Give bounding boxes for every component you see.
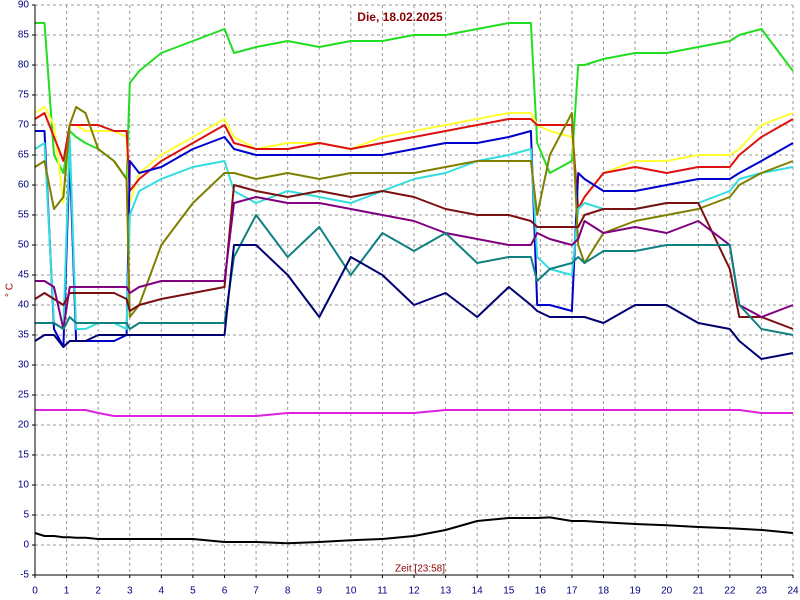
series-line [35,22,794,180]
y-tick-label: 80 [18,60,30,71]
y-tick-label: 70 [18,120,30,131]
x-tick-label: 11 [377,586,388,597]
x-tick-label: 12 [408,586,420,597]
y-tick-label: 75 [18,90,30,101]
series-line [35,196,794,330]
x-tick-label: 8 [285,586,291,597]
x-tick-label: 19 [630,586,642,597]
y-tick-label: 20 [18,420,30,431]
y-tick-label: 85 [18,30,30,41]
x-tick-label: 2 [95,586,101,597]
x-tick-label: 23 [756,586,768,597]
x-tick-label: 5 [190,586,196,597]
y-tick-label: 50 [18,240,30,251]
y-tick-label: 60 [18,180,30,191]
x-tick-label: 3 [127,586,133,597]
y-tick-label: 45 [18,270,30,281]
x-tick-label: 20 [661,586,673,597]
series-line [34,516,794,545]
y-tick-label: 10 [18,480,30,491]
x-tick-label: 6 [222,586,228,597]
y-tick-label: 40 [18,300,30,311]
x-tick-label: 14 [472,586,484,597]
chart-title: Die, 18.02.2025 [357,10,443,24]
series-line [35,130,794,348]
x-tick-label: 9 [316,586,322,597]
y-tick-label: 5 [23,510,29,521]
x-tick-label: 17 [566,586,578,597]
series-line [34,244,794,360]
y-tick-label: -5 [20,570,29,581]
series-line [35,214,794,336]
y-tick-label: 15 [18,450,30,461]
x-tick-label: 18 [598,586,610,597]
y-tick-label: 0 [23,540,29,551]
y-tick-label: 55 [18,210,30,221]
y-tick-label: 35 [18,330,30,341]
y-tick-label: 90 [18,0,30,11]
x-tick-label: 4 [159,586,165,597]
x-tick-label: 7 [253,586,259,597]
series-line [34,184,794,330]
x-tick-label: 22 [724,586,736,597]
x-tick-label: 13 [440,586,452,597]
y-tick-label: 65 [18,150,30,161]
y-tick-label: 25 [18,390,30,401]
x-tick-label: 10 [345,586,357,597]
x-tick-label: 1 [64,586,70,597]
series-line [35,409,793,417]
series-line [34,106,794,318]
x-tick-label: 24 [787,586,799,597]
x-tick-label: 15 [503,586,515,597]
lines [34,22,794,545]
x-tick-label: 0 [32,586,38,597]
y-tick-label: 30 [18,360,30,371]
x-tick-label: 21 [693,586,705,597]
x-axis-label: Zeit [23:58] [395,564,445,575]
y-axis-label: ° C [5,283,16,297]
x-tick-label: 16 [535,586,547,597]
